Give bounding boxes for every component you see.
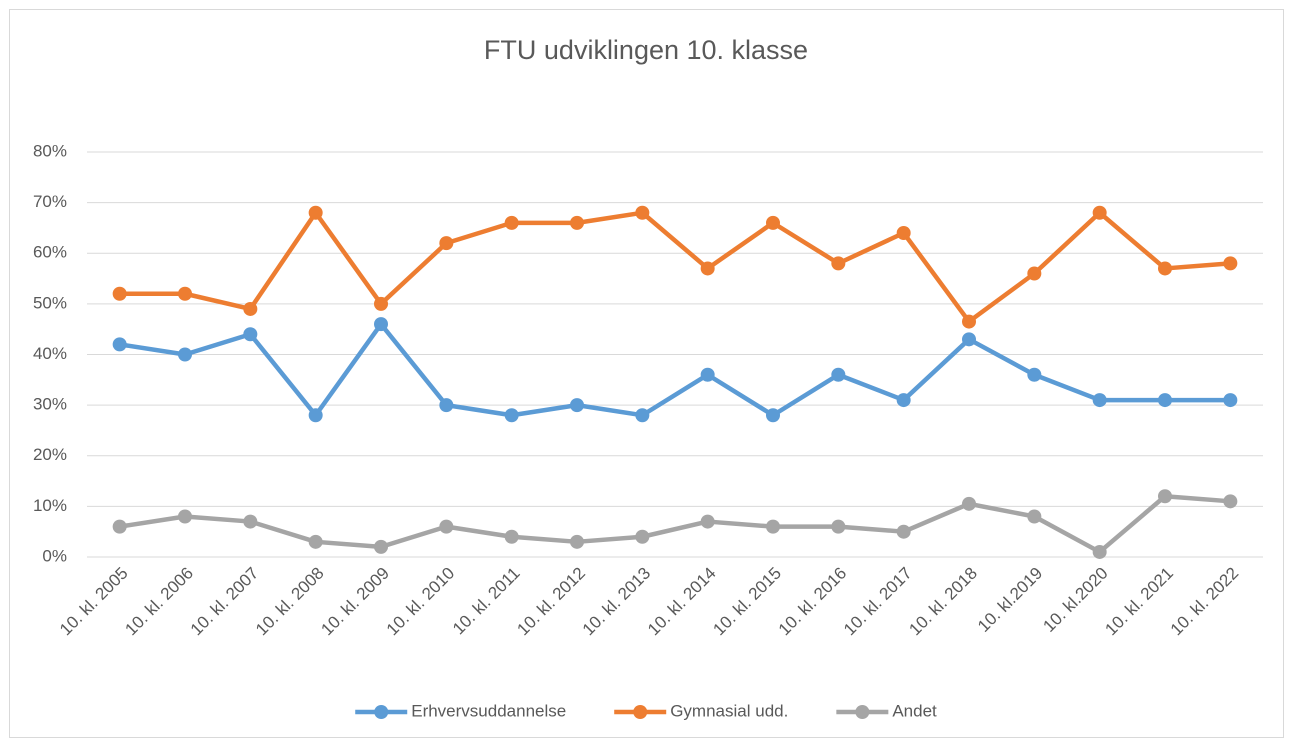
point <box>831 256 846 271</box>
point <box>1027 266 1042 281</box>
y-tick-label: 50% <box>33 293 67 312</box>
point <box>504 215 519 230</box>
legend-marker <box>633 705 648 719</box>
point <box>243 514 258 529</box>
y-tick-label: 20% <box>33 445 67 464</box>
y-tick-label: 40% <box>33 344 67 363</box>
series-line <box>119 321 1231 418</box>
point <box>374 296 388 311</box>
y-tick-label: 10% <box>33 496 67 515</box>
point <box>766 519 780 534</box>
point <box>374 539 388 554</box>
legend-item: Erhvervsuddannelse <box>355 701 566 720</box>
point <box>570 534 584 549</box>
point <box>178 286 192 301</box>
point <box>700 367 715 382</box>
point <box>1158 261 1172 276</box>
point <box>896 226 911 240</box>
point <box>308 205 323 220</box>
legend: Erhvervsuddannelse Gymnasial udd. Andet <box>355 701 937 720</box>
point <box>570 398 584 413</box>
series-line <box>119 210 1231 324</box>
point <box>831 367 846 382</box>
point <box>1223 393 1238 408</box>
point <box>896 524 911 539</box>
series-line <box>119 494 1231 555</box>
point <box>504 408 519 423</box>
point <box>1223 494 1238 509</box>
point <box>1027 367 1042 382</box>
point <box>112 286 127 301</box>
point <box>962 332 976 347</box>
point <box>439 519 454 534</box>
y-tick-label: 70% <box>33 192 67 211</box>
point <box>308 534 323 549</box>
point <box>243 301 258 316</box>
point <box>1158 393 1172 408</box>
point <box>1158 489 1172 504</box>
chart-title: FTU udviklingen 10. klasse <box>484 35 808 65</box>
y-tick-label: 60% <box>33 243 67 262</box>
legend-marker <box>855 705 870 719</box>
y-tick-label: 0% <box>42 546 67 565</box>
point <box>504 529 519 544</box>
point <box>243 327 258 342</box>
point <box>635 408 650 423</box>
legend-label: Erhvervsuddannelse <box>411 701 566 720</box>
y-tick-label: 80% <box>33 141 67 160</box>
point <box>112 337 127 352</box>
point <box>1092 544 1107 559</box>
point <box>439 236 454 251</box>
legend-label: Gymnasial udd. <box>670 701 788 720</box>
point <box>308 408 323 423</box>
point <box>374 317 388 332</box>
chart-border <box>9 9 1284 738</box>
legend-marker <box>374 705 389 719</box>
point <box>1027 509 1042 524</box>
point <box>1223 256 1238 271</box>
point <box>766 215 780 230</box>
legend-label: Andet <box>892 701 937 720</box>
point <box>962 496 976 511</box>
point <box>112 519 127 534</box>
y-tick-label: 30% <box>33 395 67 414</box>
point <box>766 408 780 423</box>
point <box>962 314 976 329</box>
point <box>700 261 715 276</box>
point <box>178 509 192 524</box>
point <box>439 398 454 413</box>
point <box>896 393 911 408</box>
point <box>178 347 192 362</box>
legend-item: Andet <box>836 701 937 720</box>
point <box>635 205 650 220</box>
point <box>1092 205 1107 220</box>
point <box>831 519 846 534</box>
legend-item: Gymnasial udd. <box>614 701 788 720</box>
point <box>570 215 584 230</box>
point <box>1092 393 1107 408</box>
point <box>700 514 715 529</box>
point <box>635 529 650 544</box>
